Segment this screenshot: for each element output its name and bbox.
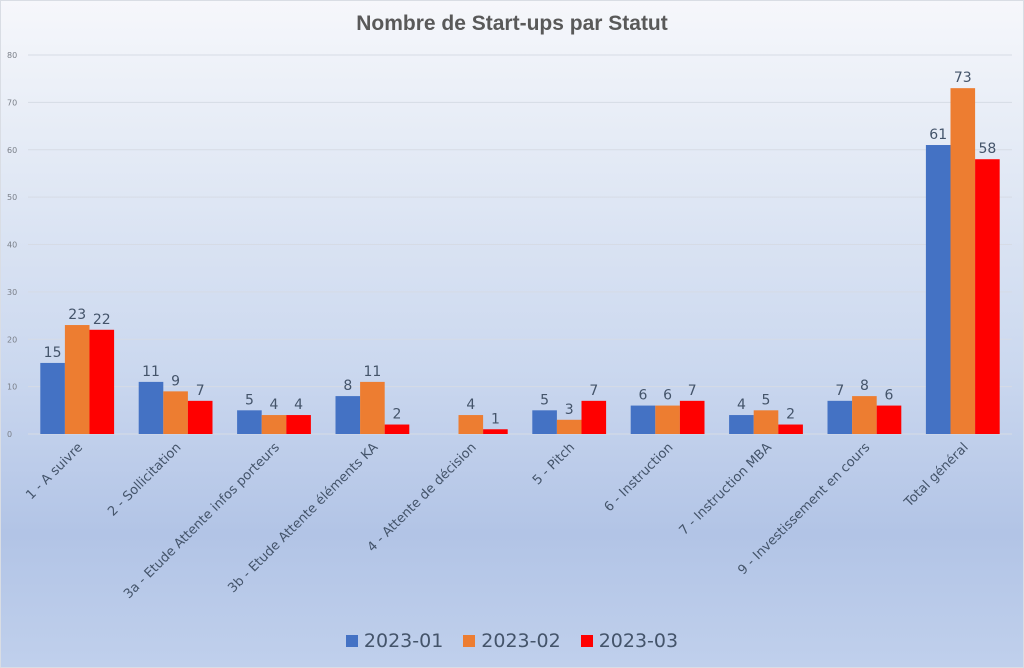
bar-2023-01: [925, 145, 951, 434]
data-label: 4: [294, 397, 303, 413]
data-label: 3: [565, 402, 574, 418]
bar-2023-01: [729, 415, 754, 434]
category-label: 2 - Sollicitation: [105, 440, 184, 519]
category-label: 3a - Etude Attente infos porteurs: [121, 440, 283, 602]
bars: [40, 88, 1000, 434]
legend-swatch: [580, 635, 593, 647]
data-label: 6: [639, 388, 648, 404]
y-tick-label: 10: [7, 383, 17, 392]
legend-swatch: [345, 635, 358, 647]
data-label: 7: [688, 383, 697, 399]
bar-2023-03: [89, 329, 115, 434]
data-label: 11: [363, 364, 381, 380]
y-tick-label: 0: [7, 430, 12, 439]
data-label: 73: [954, 70, 972, 86]
data-label: 5: [540, 392, 549, 408]
data-label: 61: [929, 127, 947, 143]
category-label: 6 - Instruction: [602, 440, 677, 515]
data-label: 5: [762, 392, 771, 408]
data-label: 2: [393, 407, 402, 423]
bar-2023-03: [778, 424, 803, 434]
bar-2023-01: [630, 405, 656, 434]
data-label: 15: [44, 345, 62, 361]
y-tick-label: 40: [7, 241, 17, 250]
data-label: 6: [885, 388, 894, 404]
data-label: 4: [737, 397, 746, 413]
y-axis-ticks: 0 10 20 30 40 50 60 70 80: [7, 51, 17, 439]
data-label: 9: [171, 373, 180, 389]
chart-title: Nombre de Start-ups par Statut: [356, 12, 668, 35]
data-label: 4: [466, 397, 475, 413]
bar-2023-03: [286, 415, 311, 434]
bar-2023-03: [581, 400, 607, 434]
data-label: 4: [270, 397, 279, 413]
data-label: 23: [68, 307, 86, 323]
category-label: 1 - A suivre: [23, 440, 86, 503]
bar-2023-03: [975, 159, 1000, 434]
data-label: 7: [589, 383, 598, 399]
data-label: 1: [491, 411, 500, 427]
y-tick-label: 30: [7, 288, 17, 297]
bar-2023-01: [827, 400, 853, 434]
bar-2023-01: [237, 410, 262, 434]
bar-2023-02: [163, 391, 188, 434]
data-label: 5: [245, 392, 254, 408]
bar-2023-02: [753, 410, 779, 434]
bar-2023-03: [384, 424, 410, 434]
y-tick-label: 80: [7, 51, 17, 60]
category-label: Total général: [901, 440, 972, 511]
bar-2023-02: [655, 405, 680, 434]
bar-2023-01: [138, 381, 164, 434]
legend: 2023-01 2023-02 2023-03: [0, 630, 1024, 652]
data-label: 6: [663, 388, 672, 404]
bar-2023-03: [876, 405, 902, 434]
legend-item: 2023-01: [345, 630, 444, 652]
legend-label: 2023-02: [481, 630, 561, 652]
y-tick-label: 60: [7, 146, 17, 155]
bar-2023-03: [679, 400, 705, 434]
legend-swatch: [463, 635, 476, 647]
bar-2023-02: [261, 415, 287, 434]
gridlines: [28, 54, 1012, 435]
data-label: 7: [196, 383, 205, 399]
legend-label: 2023-01: [363, 630, 444, 652]
category-label: 4 - Attente de décision: [365, 440, 480, 555]
legend-label: 2023-03: [598, 630, 679, 652]
bar-2023-02: [556, 419, 582, 434]
bar-2023-02: [360, 381, 385, 434]
data-label: 11: [142, 364, 160, 380]
legend-item: 2023-03: [580, 630, 679, 652]
category-label: 7 - Instruction MBA: [677, 440, 775, 538]
bar-2023-01: [335, 396, 361, 434]
data-label: 8: [860, 378, 869, 394]
data-label: 22: [93, 312, 111, 328]
bar-2023-03: [483, 429, 508, 434]
bar-2023-01: [40, 362, 65, 434]
bar-2023-01: [532, 410, 557, 434]
bar-2023-02: [950, 88, 976, 434]
bar-2023-02: [64, 325, 90, 434]
y-tick-label: 20: [7, 335, 17, 344]
legend-item: 2023-02: [463, 630, 561, 652]
category-label: 5 - Pitch: [530, 440, 578, 488]
data-label: 7: [835, 383, 844, 399]
data-label: 8: [343, 378, 352, 394]
y-tick-label: 50: [7, 193, 17, 202]
data-label: 2: [786, 407, 795, 423]
bar-2023-02: [458, 415, 484, 434]
y-tick-label: 70: [7, 98, 17, 107]
bar-2023-03: [187, 400, 213, 434]
data-label: 58: [978, 141, 996, 157]
bar-2023-02: [852, 396, 877, 434]
